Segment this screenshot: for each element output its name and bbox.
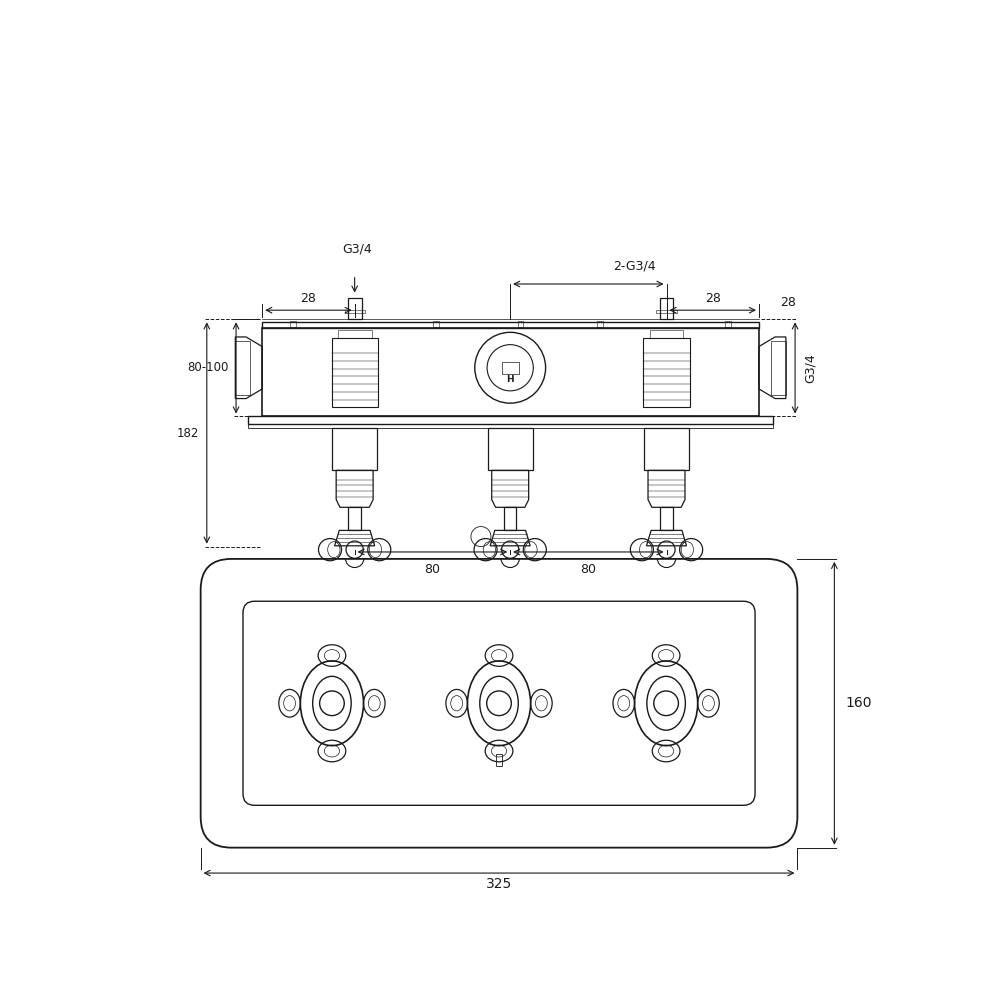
Text: 182: 182 — [177, 427, 199, 440]
Text: H: H — [506, 375, 514, 384]
Bar — [348, 507, 361, 530]
Text: 28: 28 — [301, 292, 316, 305]
Bar — [502, 362, 519, 374]
Bar — [643, 338, 690, 407]
Bar — [248, 424, 773, 428]
Text: 160: 160 — [845, 696, 872, 710]
Text: G3/4: G3/4 — [342, 243, 372, 256]
Bar — [725, 321, 731, 327]
Bar — [488, 428, 533, 470]
Bar — [518, 321, 523, 327]
Bar — [504, 507, 516, 530]
Bar — [650, 330, 683, 338]
Bar — [496, 754, 502, 766]
Bar — [656, 310, 677, 313]
Text: G3/4: G3/4 — [804, 353, 817, 383]
Bar — [290, 321, 296, 327]
Bar — [660, 507, 673, 530]
Text: 28: 28 — [780, 296, 796, 309]
Bar — [248, 416, 773, 424]
Bar — [597, 321, 603, 327]
Text: 80: 80 — [424, 563, 440, 576]
Bar — [262, 328, 759, 416]
Text: 80: 80 — [580, 563, 596, 576]
Bar — [345, 310, 365, 313]
Bar — [771, 341, 786, 395]
Bar — [235, 341, 250, 395]
Bar — [332, 428, 377, 470]
Text: 28: 28 — [705, 292, 721, 305]
Text: 2-G3/4: 2-G3/4 — [613, 259, 656, 272]
Bar — [660, 298, 673, 319]
Bar — [332, 338, 378, 407]
Text: 325: 325 — [486, 877, 512, 891]
Bar — [644, 428, 689, 470]
Bar — [348, 298, 362, 319]
Bar — [433, 321, 439, 327]
Bar — [262, 322, 759, 328]
Text: 80-100: 80-100 — [187, 361, 228, 374]
Bar — [338, 330, 372, 338]
